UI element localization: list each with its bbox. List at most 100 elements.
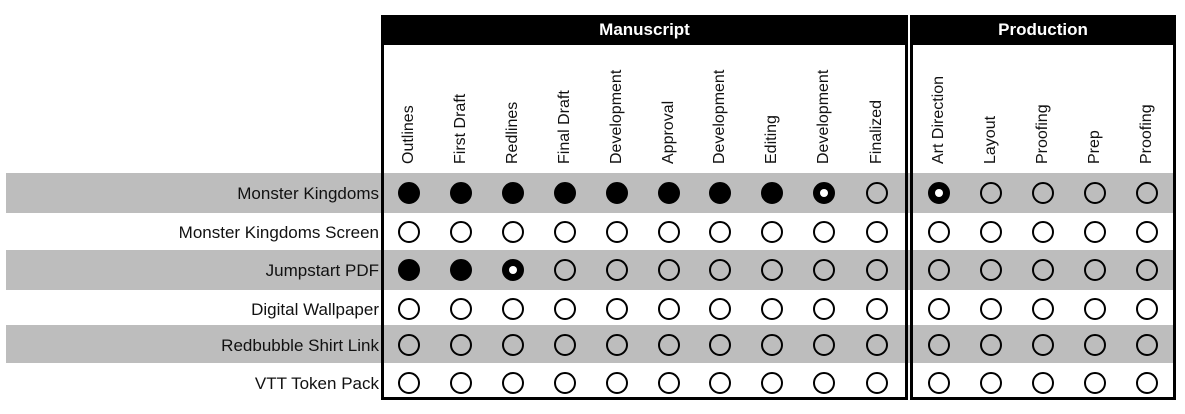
- status-circle-partial: [813, 182, 835, 204]
- status-circle-done: [398, 182, 420, 204]
- status-circle-open: [606, 221, 628, 243]
- column-header-label: Redlines: [504, 101, 521, 164]
- status-circle-open: [928, 259, 950, 281]
- status-circle-done: [709, 182, 731, 204]
- column-header-label: Proofing: [1034, 104, 1051, 164]
- status-circle-partial: [502, 259, 524, 281]
- status-circle-open: [1032, 221, 1054, 243]
- group-label-production: Production: [998, 20, 1088, 39]
- status-circle-open: [761, 298, 783, 320]
- status-circle-open: [1136, 298, 1158, 320]
- status-circle-open: [980, 221, 1002, 243]
- column-header-label: Development: [608, 69, 625, 164]
- status-circle-open: [761, 259, 783, 281]
- row-label: Digital Wallpaper: [251, 300, 379, 319]
- status-circle-open: [554, 334, 576, 356]
- status-circle-done: [554, 182, 576, 204]
- status-circle-open: [1084, 221, 1106, 243]
- status-circle-open: [980, 372, 1002, 394]
- status-circle-open: [398, 372, 420, 394]
- status-circle-open: [606, 259, 628, 281]
- status-circle-open: [866, 334, 888, 356]
- status-circle-open: [866, 372, 888, 394]
- status-circle-open: [450, 334, 472, 356]
- status-circle-open: [1084, 298, 1106, 320]
- status-circle-open: [709, 221, 731, 243]
- status-circle-open: [658, 221, 680, 243]
- status-circle-open: [1032, 182, 1054, 204]
- status-circle-open: [606, 298, 628, 320]
- column-header-label: Finalized: [868, 99, 885, 164]
- status-circle-open: [502, 372, 524, 394]
- status-circle-open: [658, 334, 680, 356]
- column-header-label: Development: [815, 69, 832, 164]
- column-header-label: Prep: [1086, 130, 1103, 164]
- status-circle-open: [1136, 372, 1158, 394]
- status-circle-open: [813, 259, 835, 281]
- status-circle-open: [1084, 259, 1106, 281]
- status-circle-open: [761, 221, 783, 243]
- status-circle-open: [450, 221, 472, 243]
- status-circle-open: [1136, 221, 1158, 243]
- status-circle-open: [866, 182, 888, 204]
- status-circle-open: [928, 298, 950, 320]
- group-header-manuscript: Manuscript: [381, 15, 908, 45]
- status-circle-done: [502, 182, 524, 204]
- status-circle-open: [709, 259, 731, 281]
- column-header-label: Editing: [763, 115, 780, 164]
- column-header-label: First Draft: [452, 93, 469, 164]
- status-circle-open: [450, 298, 472, 320]
- status-circle-open: [450, 372, 472, 394]
- status-circle-open: [980, 182, 1002, 204]
- column-header-label: Final Draft: [556, 90, 573, 164]
- status-circle-open: [502, 334, 524, 356]
- column-header-label: Art Direction: [930, 75, 947, 164]
- status-circle-open: [1032, 259, 1054, 281]
- row-label: Redbubble Shirt Link: [221, 336, 379, 355]
- status-circle-open: [813, 372, 835, 394]
- status-circle-open: [1032, 298, 1054, 320]
- status-circle-open: [1136, 334, 1158, 356]
- status-circle-open: [1032, 372, 1054, 394]
- status-circle-open: [658, 298, 680, 320]
- status-circle-done: [450, 182, 472, 204]
- status-circle-open: [606, 372, 628, 394]
- status-circle-done: [398, 259, 420, 281]
- status-circle-open: [928, 372, 950, 394]
- column-header-label: Development: [711, 69, 728, 164]
- status-circle-open: [709, 298, 731, 320]
- group-label-manuscript: Manuscript: [599, 20, 690, 39]
- column-header-label: Proofing: [1138, 104, 1155, 164]
- status-circle-open: [866, 259, 888, 281]
- status-circle-open: [554, 221, 576, 243]
- status-circle-partial: [928, 182, 950, 204]
- status-circle-open: [554, 372, 576, 394]
- status-circle-open: [658, 259, 680, 281]
- status-circle-open: [980, 259, 1002, 281]
- row-label: Jumpstart PDF: [265, 261, 379, 280]
- status-circle-open: [866, 298, 888, 320]
- status-circle-open: [928, 221, 950, 243]
- status-circle-open: [1084, 334, 1106, 356]
- status-circle-open: [813, 298, 835, 320]
- status-circle-open: [502, 298, 524, 320]
- status-circle-open: [928, 334, 950, 356]
- status-circle-open: [1084, 372, 1106, 394]
- status-circle-open: [813, 221, 835, 243]
- status-circle-open: [398, 334, 420, 356]
- status-circle-open: [980, 298, 1002, 320]
- column-header-label: Layout: [982, 115, 999, 164]
- row-label: Monster Kingdoms Screen: [178, 223, 379, 242]
- status-circle-open: [980, 334, 1002, 356]
- status-circle-open: [1084, 182, 1106, 204]
- status-circle-open: [606, 334, 628, 356]
- status-circle-open: [813, 334, 835, 356]
- status-circle-open: [398, 298, 420, 320]
- status-circle-done: [658, 182, 680, 204]
- column-header-label: Outlines: [400, 105, 417, 164]
- group-header-production: Production: [910, 15, 1176, 45]
- status-circle-open: [658, 372, 680, 394]
- status-circle-open: [761, 334, 783, 356]
- status-circle-open: [866, 221, 888, 243]
- status-circle-open: [398, 221, 420, 243]
